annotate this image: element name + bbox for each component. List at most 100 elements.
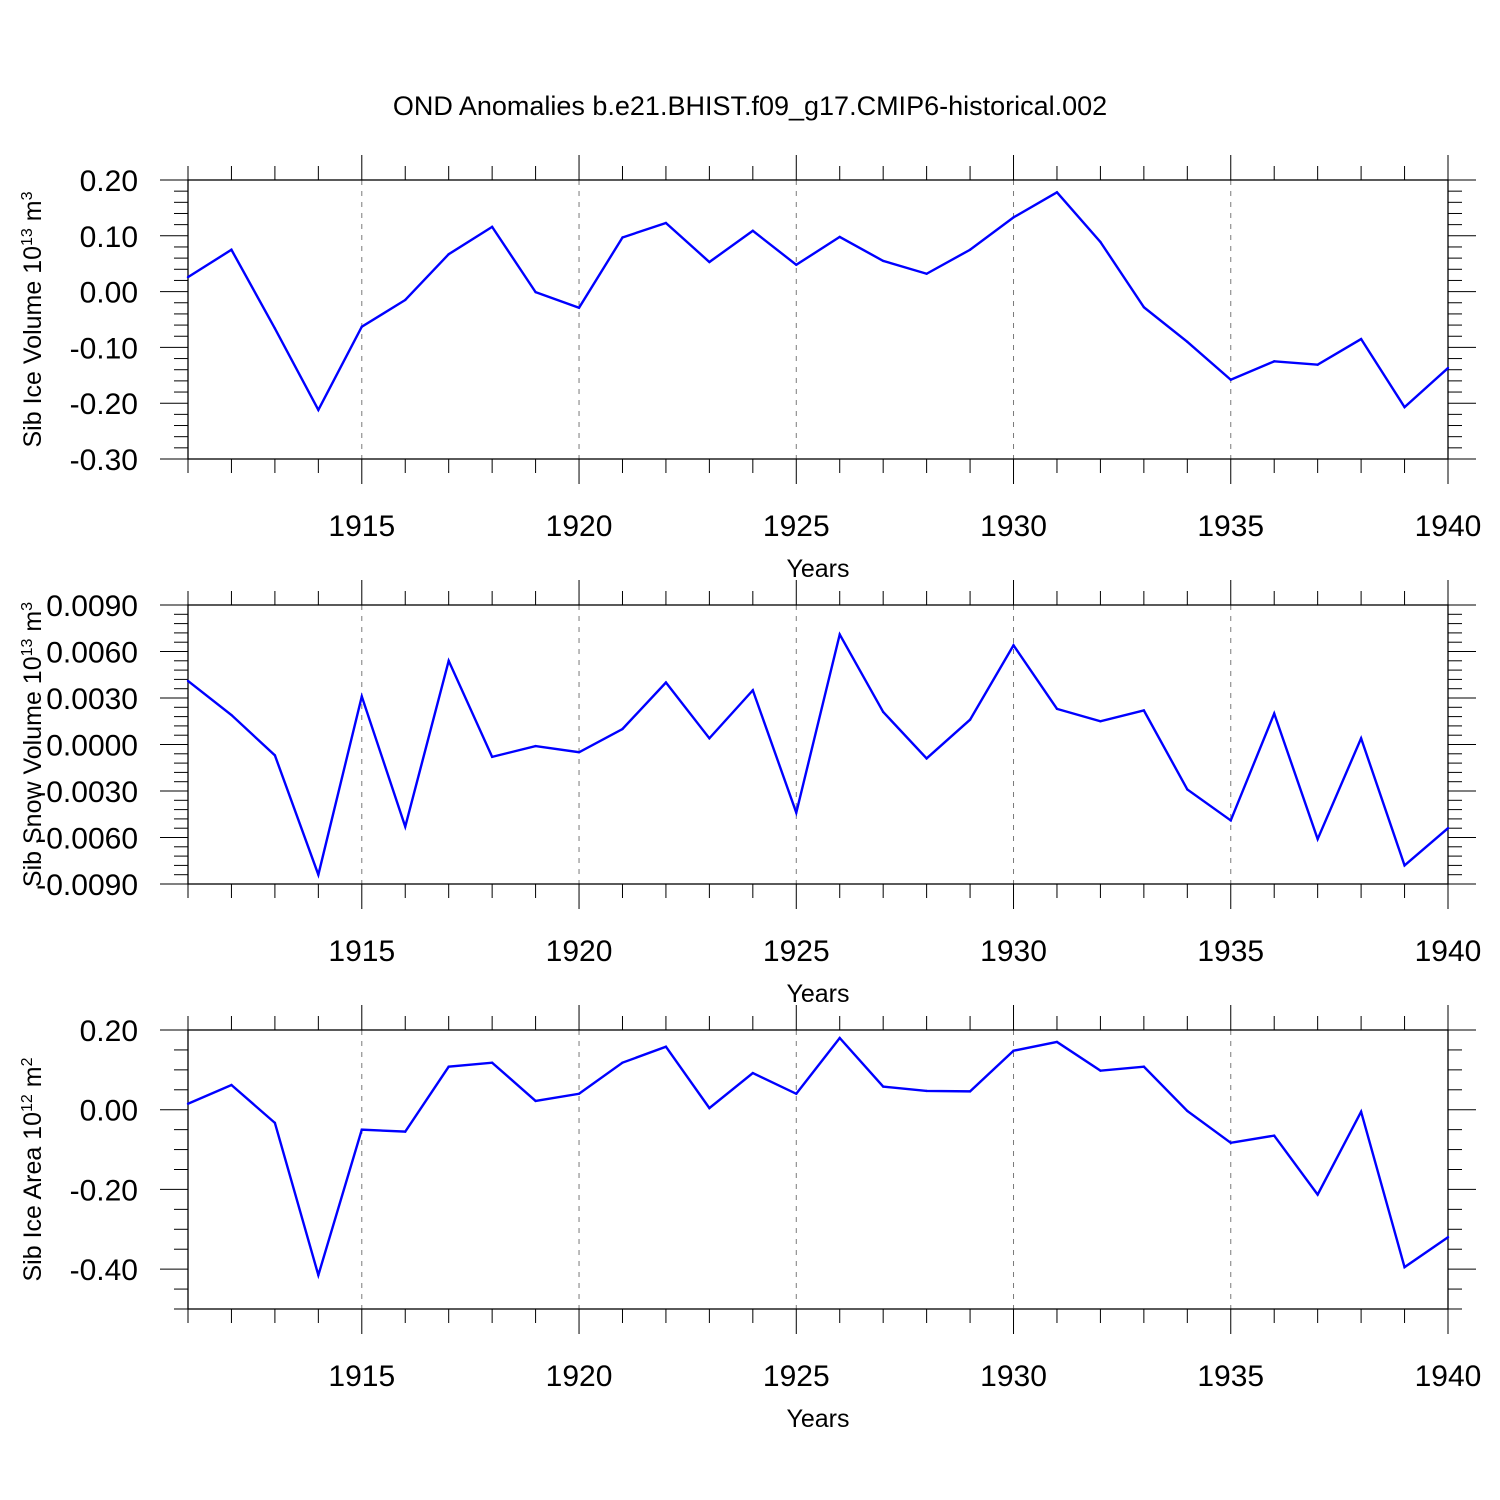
y-tick-label: 0.00: [80, 277, 138, 310]
series-line: [187, 190, 1449, 413]
data-point: [317, 1273, 320, 1277]
data-point: [577, 306, 581, 309]
data-point: [664, 221, 668, 225]
x-tick-label: 1920: [546, 510, 613, 543]
data-point: [404, 1130, 407, 1133]
data-point: [1273, 360, 1276, 363]
data-point: [1099, 240, 1102, 244]
data-point: [490, 1061, 494, 1064]
data-point: [360, 1128, 363, 1131]
data-point: [317, 408, 320, 412]
data-point: [751, 1071, 755, 1075]
y-tick-label: 0.0030: [46, 683, 138, 716]
data-point: [621, 236, 624, 239]
data-point: [534, 290, 537, 294]
x-tick-label: 1930: [980, 510, 1047, 543]
data-point: [404, 825, 407, 828]
data-point: [1099, 1069, 1102, 1072]
data-point: [186, 275, 190, 279]
data-point: [1142, 306, 1146, 309]
data-point: [1316, 1193, 1319, 1196]
data-point: [708, 1106, 711, 1110]
x-tick-label: 1940: [1415, 510, 1482, 543]
data-point: [1273, 712, 1276, 715]
data-point: [1142, 1065, 1146, 1068]
data-point: [838, 1036, 841, 1040]
x-tick-label: 1930: [980, 935, 1047, 968]
data-point: [1055, 707, 1059, 711]
data-point: [1055, 1040, 1059, 1044]
data-point: [708, 737, 711, 740]
data-point: [664, 1045, 668, 1048]
plot-frame: [187, 1029, 1449, 1310]
y-tick-label: 0.20: [80, 165, 138, 198]
data-point: [230, 1083, 233, 1087]
y-tick-label: 0.0060: [46, 637, 138, 670]
data-point: [1316, 837, 1319, 841]
data-point: [1055, 191, 1059, 194]
data-point: [404, 298, 407, 302]
data-point: [1359, 737, 1363, 740]
data-point: [1099, 720, 1102, 723]
data-point: [1229, 819, 1232, 822]
data-point: [968, 1090, 972, 1093]
x-axis-label: Years: [786, 1405, 849, 1433]
data-point: [1012, 1049, 1015, 1052]
data-point: [925, 1089, 928, 1093]
data-point: [1012, 644, 1015, 647]
data-point: [1403, 864, 1406, 867]
data-point: [795, 263, 798, 267]
data-point: [881, 1085, 885, 1088]
data-point: [708, 260, 711, 264]
data-point: [664, 681, 668, 684]
data-point: [447, 659, 450, 662]
y-tick-label: 0.00: [80, 1095, 138, 1128]
x-tick-label: 1920: [546, 935, 613, 968]
data-point: [490, 755, 494, 759]
y-tick-label: -0.0090: [36, 869, 138, 902]
y-tick-label: -0.0060: [36, 823, 138, 856]
data-point: [490, 225, 494, 229]
x-tick-label: 1915: [328, 935, 395, 968]
data-point: [186, 679, 190, 683]
data-point: [838, 633, 841, 636]
y-tick-label: 0.20: [80, 1015, 138, 1048]
data-point: [360, 325, 363, 328]
data-point: [447, 1065, 450, 1068]
y-tick-label: 0.0090: [46, 590, 138, 623]
data-point: [925, 272, 928, 275]
x-tick-label: 1925: [763, 1360, 830, 1393]
data-point: [273, 327, 277, 330]
data-point: [1316, 363, 1319, 366]
data-point: [925, 757, 928, 760]
data-point: [1446, 1236, 1450, 1239]
plot-frame: [187, 604, 1449, 885]
chart-title: OND Anomalies b.e21.BHIST.f09_g17.CMIP6-…: [393, 91, 1107, 121]
x-tick-label: 1920: [546, 1360, 613, 1393]
y-tick-label: 0.10: [80, 221, 138, 254]
panel-ice-area: 0.20 0.00 -0.20 -0.40 1915 1920 1925 1930 1935 19…: [19, 1005, 1481, 1433]
data-point: [751, 229, 755, 232]
y-tick-label: -0.20: [70, 388, 138, 421]
data-point: [273, 754, 277, 757]
data-point: [881, 259, 885, 263]
data-point: [968, 718, 972, 721]
x-tick-label: 1935: [1197, 1360, 1264, 1393]
x-tick-label: 1940: [1415, 935, 1482, 968]
x-tick-label: 1925: [763, 510, 830, 543]
x-tick-label: 1935: [1197, 510, 1264, 543]
y-tick-label: -0.10: [70, 332, 138, 365]
data-point: [230, 713, 233, 717]
x-tick-label: 1940: [1415, 1360, 1482, 1393]
series-line: [187, 1036, 1449, 1280]
data-point: [795, 1092, 798, 1095]
y-axis-label: Sib Ice Area 1012 m2: [19, 1057, 47, 1281]
x-tick-label: 1915: [328, 1360, 395, 1393]
x-tick-label: 1930: [980, 1360, 1047, 1393]
data-point: [621, 1061, 624, 1064]
data-point: [1273, 1134, 1276, 1137]
data-point: [230, 248, 233, 251]
x-axis-label: Years: [786, 555, 849, 583]
x-axis-label: Years: [786, 980, 849, 1008]
data-point: [838, 235, 841, 239]
